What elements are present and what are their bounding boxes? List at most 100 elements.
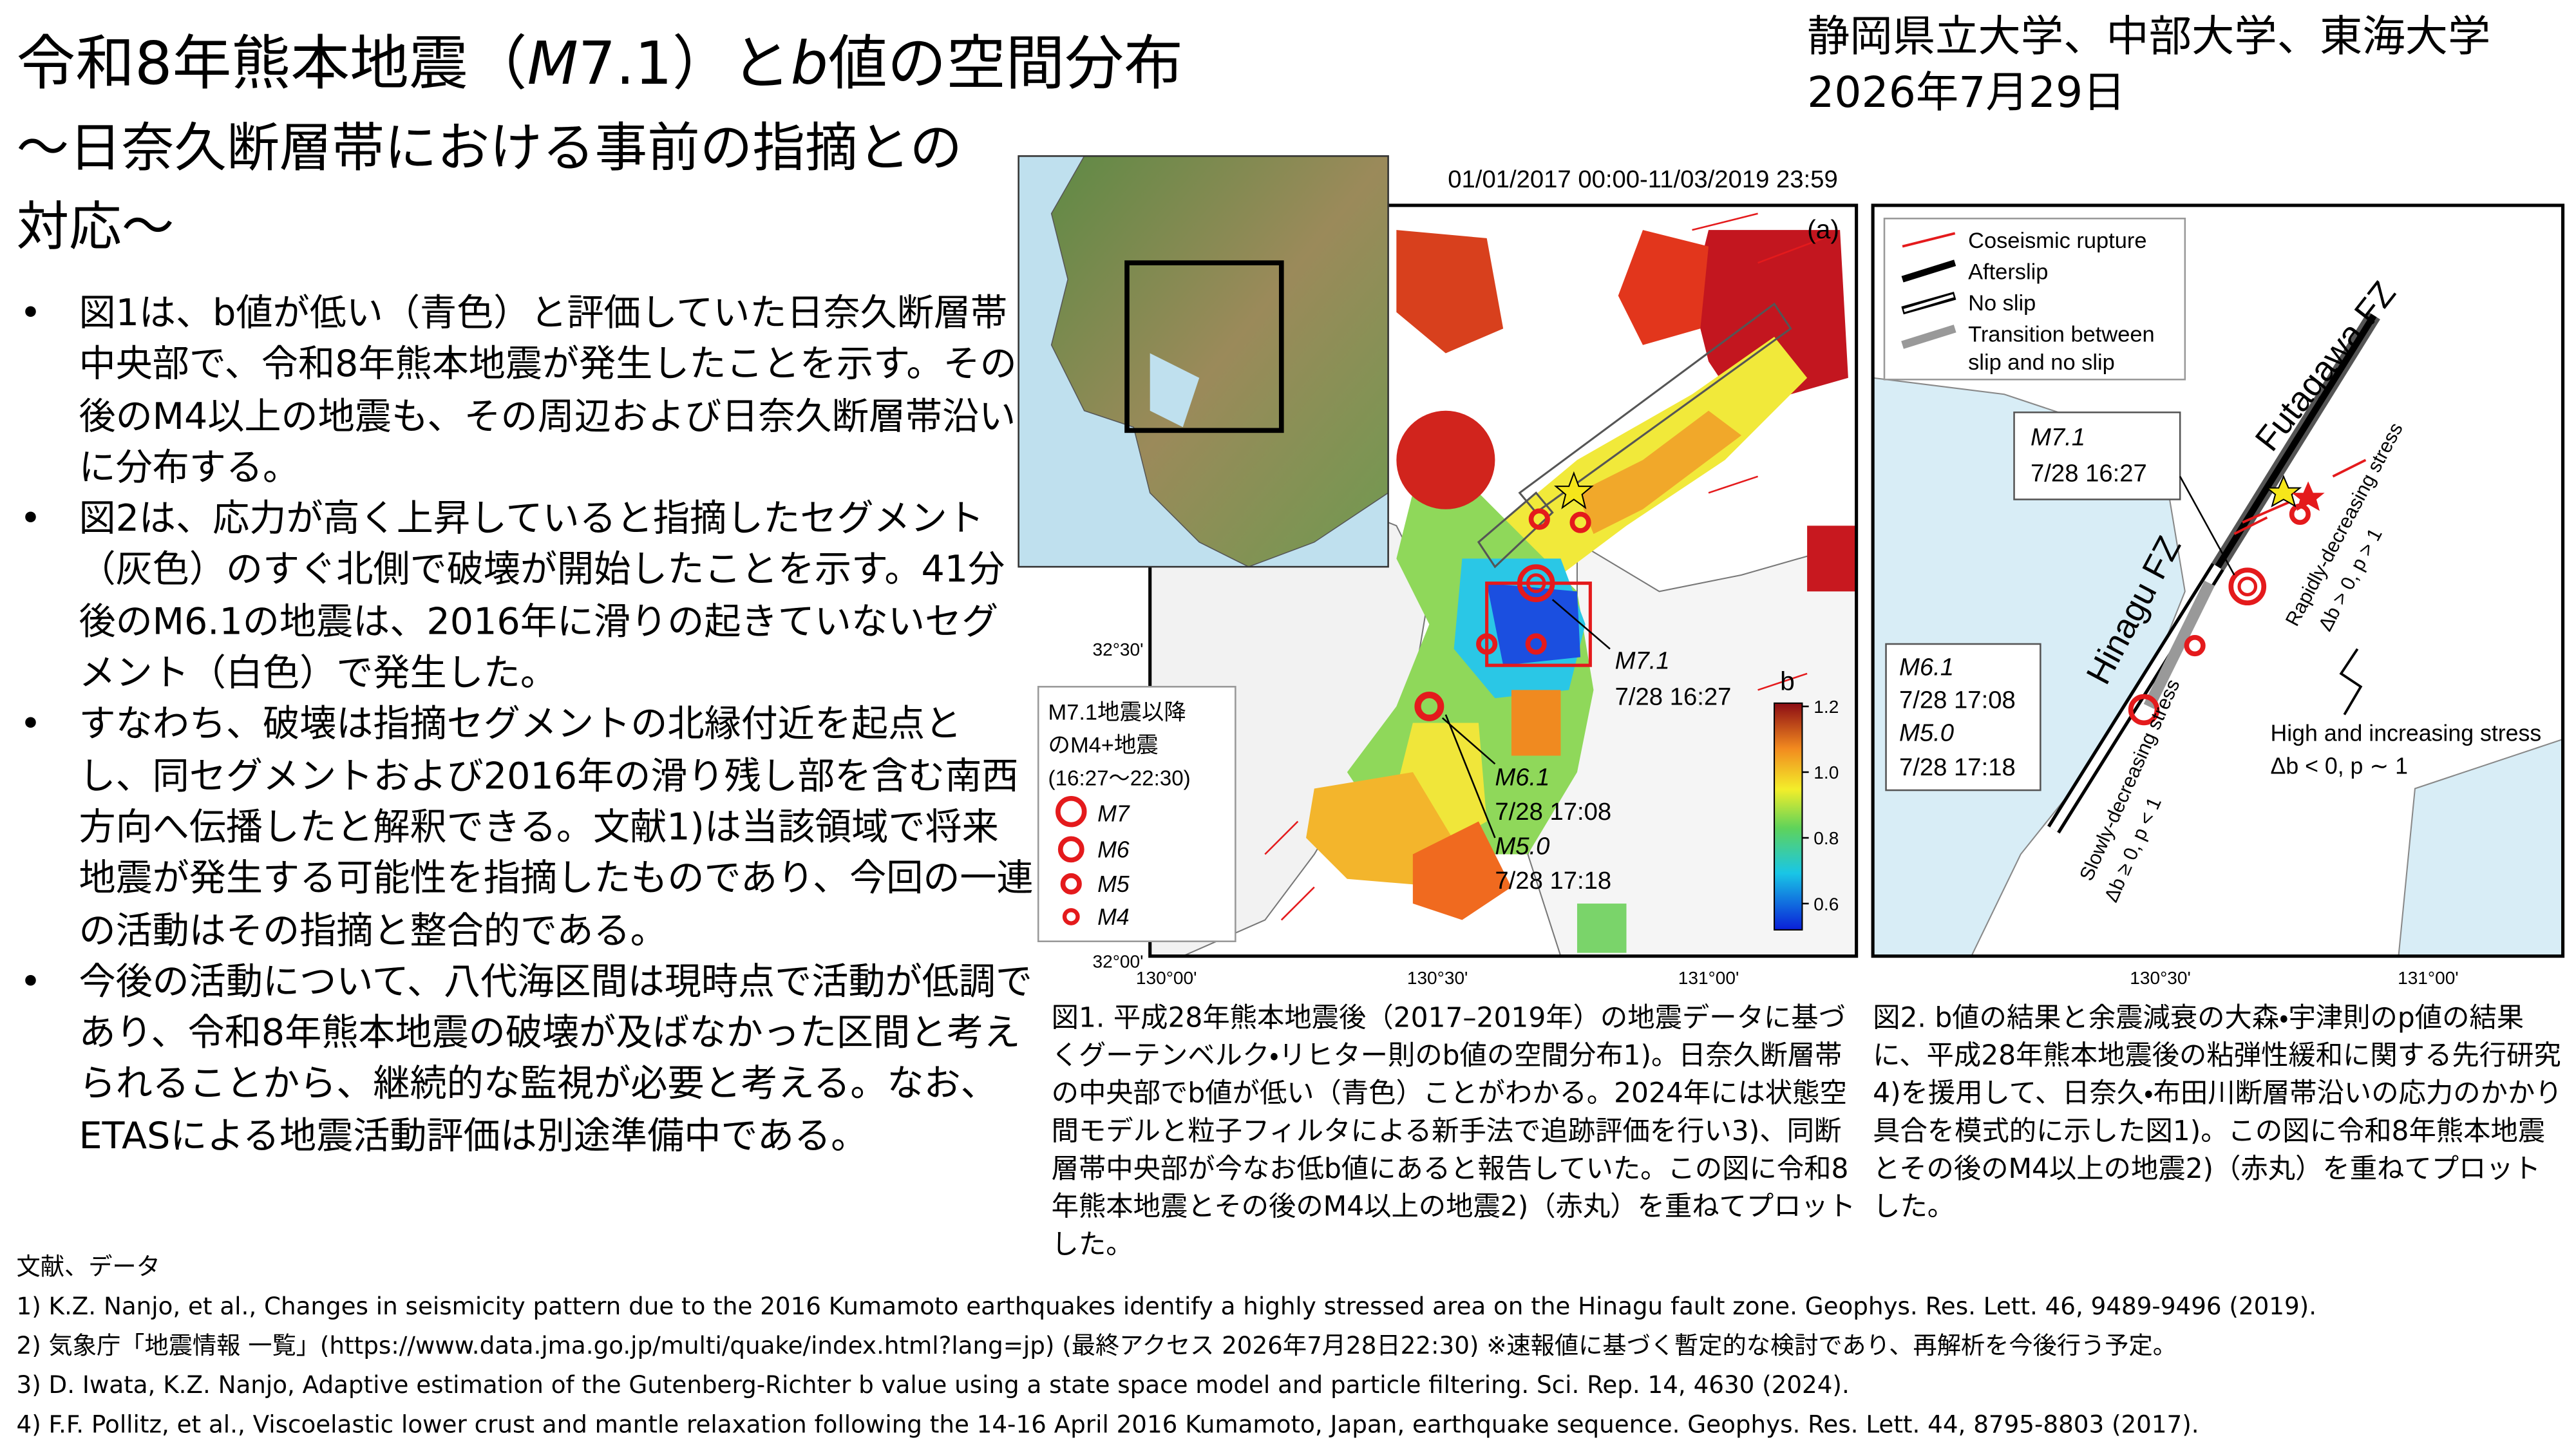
bullet: すなわち、破壊は指摘セグメントの北縁付近を起点とし、同セグメントおよび2016年… bbox=[17, 701, 1036, 958]
b-high bbox=[1807, 526, 1857, 592]
legend-item: Afterslip bbox=[1968, 260, 2048, 285]
coseismic-rupture bbox=[2233, 459, 2367, 535]
date: 2026年7月29日 bbox=[1807, 69, 2126, 118]
highlight-box bbox=[1485, 582, 1592, 667]
stress-label: High and increasing stress bbox=[2270, 721, 2541, 746]
colorbar-tick-label: 0.8 bbox=[1814, 828, 1839, 848]
lon-label: 130°30' bbox=[2130, 968, 2191, 988]
title-part: 7.1）と bbox=[578, 31, 791, 99]
bullet-list: 図1は、b値が低い（青色）と評価していた日奈久断層帯中央部で、令和8年熊本地震が… bbox=[17, 289, 1036, 1163]
b-high bbox=[1692, 230, 1848, 411]
aftershock-magnitude: M6.1 bbox=[1899, 653, 1954, 681]
map-border bbox=[1871, 204, 2565, 958]
figure-caption: 図1. 平成28年熊本地震後（2017–2019年）の地震データに基づくグーテン… bbox=[1051, 1002, 1856, 1260]
map-border bbox=[1148, 204, 1859, 958]
title-part: 令和8年熊本地震（ bbox=[16, 31, 527, 99]
aftershock-time: 7/28 17:08 bbox=[1899, 686, 2016, 714]
mainshock-star bbox=[1553, 471, 1594, 509]
map-shape bbox=[1056, 795, 1087, 828]
map-shape bbox=[2233, 516, 2268, 535]
annotation-box bbox=[1885, 643, 2041, 791]
epicenters bbox=[1414, 508, 1591, 721]
annotation-box bbox=[2013, 412, 2181, 500]
map-shape bbox=[1062, 908, 1080, 925]
map-shape bbox=[1517, 564, 1555, 602]
legend-symbol bbox=[1901, 325, 1956, 349]
references: 文献、データ 1) K.Z. Nanjo, et al., Changes in… bbox=[17, 1249, 2317, 1446]
bullet: 図2は、応力が高く上昇していると指摘したセグメント（灰色）のすぐ北側で破壊が開始… bbox=[17, 495, 1036, 700]
legend-item: M7 bbox=[1097, 801, 1130, 827]
b-mid bbox=[1577, 904, 1627, 953]
mainshock-magnitude: M7.1 bbox=[1615, 647, 1670, 674]
title: 令和8年熊本地震（M7.1）とb値の空間分布 bbox=[17, 17, 1183, 102]
mainshock-magnitude: M7.1 bbox=[2031, 423, 2085, 451]
colorbar: 1.2 1.0 0.8 0.6 bbox=[1774, 697, 1839, 931]
map-shape bbox=[1551, 599, 1611, 650]
title-part: 値の空間分布 bbox=[828, 31, 1183, 99]
lon-label: 130°30' bbox=[1407, 968, 1468, 988]
map-shape bbox=[1526, 573, 1546, 593]
map-shape bbox=[1057, 836, 1084, 863]
legend-symbols bbox=[1056, 795, 1087, 925]
legend-title: M7.1地震以降 bbox=[1048, 700, 1186, 724]
aftershock-time: 7/28 17:18 bbox=[1899, 753, 2016, 781]
legend-symbol bbox=[1901, 260, 1956, 283]
aftershock-time: 7/28 17:18 bbox=[1495, 867, 1611, 895]
map-shape bbox=[1264, 820, 1299, 855]
transition bbox=[2143, 580, 2215, 709]
inset-map bbox=[1018, 156, 1388, 567]
legend-item: M4 bbox=[1097, 904, 1130, 930]
b-high bbox=[1618, 230, 1709, 345]
legend-item: slip and no slip bbox=[1968, 350, 2115, 375]
star bbox=[2291, 481, 2325, 511]
map-shape bbox=[1476, 633, 1498, 655]
arrow bbox=[2339, 648, 2363, 715]
legend-item: Coseismic rupture bbox=[1968, 229, 2146, 253]
lon-label: 131°00' bbox=[1678, 968, 1739, 988]
stress-label: Δb < 0, p ∼ 1 bbox=[2270, 753, 2408, 779]
legend-box bbox=[1037, 686, 1236, 942]
bullet: 図1は、b値が低い（青色）と評価していた日奈久断層帯中央部で、令和8年熊本地震が… bbox=[17, 289, 1036, 495]
map-shape bbox=[1477, 491, 1554, 569]
period-label: 01/01/2017 00:00-11/03/2019 23:59 bbox=[1448, 166, 1837, 193]
aftershock-magnitude: M5.0 bbox=[1495, 833, 1549, 860]
bvalue-map bbox=[1150, 213, 1857, 956]
colorbar-tick-label: 1.0 bbox=[1814, 762, 1839, 782]
legend-title: (16:27～22:30) bbox=[1048, 766, 1191, 790]
map-shape bbox=[1692, 213, 1758, 231]
map-shape bbox=[1518, 302, 1792, 514]
active-faults bbox=[1264, 213, 1824, 921]
map-shape bbox=[1441, 717, 1496, 765]
map-shape bbox=[2242, 500, 2293, 524]
reference: 2) 気象庁「地震情報 一覧」(https://www.data.jma.go.… bbox=[16, 1332, 2177, 1361]
affiliation-block: 静岡県立大学、中部大学、東海大学 2026年7月29日 bbox=[1807, 10, 2490, 121]
lon-label: 130°00' bbox=[1136, 968, 1197, 988]
map-shape bbox=[2128, 694, 2160, 726]
b-mid bbox=[1577, 410, 1742, 535]
bullet: 今後の活動について、八代海区間は現時点で活動が低調であり、令和8年熊本地震の破壊… bbox=[17, 958, 1036, 1163]
mainshock-time: 7/28 16:27 bbox=[1615, 683, 1732, 710]
legend-item: No slip bbox=[1968, 291, 2036, 316]
b-high bbox=[1511, 690, 1561, 756]
sea bbox=[2398, 738, 2563, 956]
mainshock-star bbox=[2265, 475, 2302, 507]
title-part: M bbox=[527, 31, 578, 99]
b-high bbox=[1412, 821, 1511, 920]
affiliations: 静岡県立大学、中部大学、東海大学 bbox=[1807, 13, 2491, 62]
colorbar-scale bbox=[1774, 702, 1803, 931]
aftershock-time: 7/28 17:08 bbox=[1495, 798, 1611, 826]
legend-title: のM4+地震 bbox=[1048, 733, 1159, 757]
subtitle: ～日奈久断層帯における事前の指摘との対応～ bbox=[16, 117, 963, 258]
colorbar-label: b bbox=[1780, 666, 1795, 696]
legend-symbol bbox=[1903, 294, 1954, 312]
map-shape bbox=[1708, 475, 1758, 494]
fault-segments bbox=[1477, 302, 1792, 569]
legend-item: M5 bbox=[1097, 871, 1130, 897]
map-shape bbox=[1569, 511, 1591, 533]
b-high bbox=[1396, 230, 1504, 354]
map-shape bbox=[2184, 634, 2206, 657]
lat-label: 32°00' bbox=[1093, 952, 1144, 972]
